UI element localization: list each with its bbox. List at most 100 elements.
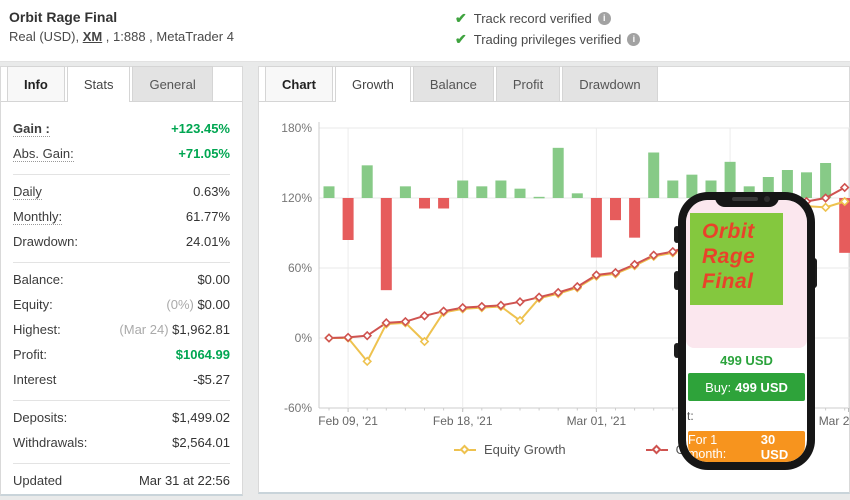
stat-value: $1,499.02 — [172, 410, 230, 425]
trading-privileges-badge: ✔ Trading privileges verified i — [455, 29, 641, 50]
svg-text:0%: 0% — [295, 331, 313, 345]
phone-speaker — [731, 197, 758, 201]
account-header: Orbit Rage Final Real (USD), XM , 1:888 … — [0, 0, 850, 62]
stat-value: +71.05% — [178, 146, 230, 161]
legend-marker — [454, 444, 476, 455]
stat-row: Tracking 3 — [13, 493, 230, 500]
svg-text:Mar 01, '21: Mar 01, '21 — [567, 414, 627, 428]
stats-list: Gain : +123.45% Abs. Gain: +71.05% Daily 0.63… — [1, 102, 242, 500]
sidebar-tab-stats[interactable]: Stats — [66, 66, 131, 102]
stat-row: Interest -$5.27 — [13, 367, 230, 392]
logo-line: Final — [702, 270, 754, 293]
rent-button[interactable]: For 1 month: 30 USD — [688, 431, 805, 462]
chart-tabs: Chart Growth Balance Profit Drawdown — [259, 66, 849, 102]
stat-row: Balance: $0.00 — [13, 267, 230, 292]
phone-volume-button — [674, 271, 680, 290]
track-record-badge: ✔ Track record verified i — [455, 8, 640, 29]
account-type: Real (USD), — [9, 29, 83, 44]
buy-button[interactable]: Buy: 499 USD — [688, 373, 805, 401]
sidebar-tab-info[interactable]: Info — [7, 66, 65, 101]
stat-value: +123.45% — [171, 121, 230, 136]
stat-value: (Mar 24) $1,962.81 — [119, 322, 230, 337]
stat-row: Daily 0.63% — [13, 179, 230, 204]
price-label: 499 USD — [720, 353, 773, 368]
stat-value: 61.77% — [185, 209, 230, 224]
svg-text:Feb 09, '21: Feb 09, '21 — [318, 414, 378, 428]
stat-label: Profit: — [13, 347, 47, 362]
stat-label: Monthly: — [13, 208, 63, 225]
orbit-rage-logo: Orbit Rage Final — [690, 213, 783, 305]
legend-label: Equity Growth — [484, 442, 566, 457]
stat-group: Deposits: $1,499.02 Withdrawals: $2,564.01 — [13, 401, 230, 464]
band-text: t: — [687, 409, 694, 423]
phone-side-button — [674, 343, 680, 358]
check-icon: ✔ — [455, 10, 467, 26]
stat-row: Abs. Gain: +71.05% — [13, 141, 230, 166]
logo-line: Orbit — [702, 220, 755, 243]
stat-value: (0%) $0.00 — [166, 297, 230, 312]
stat-value: 24.01% — [185, 234, 230, 249]
chart-tab-drawdown[interactable]: Drawdown — [562, 66, 658, 101]
phone-ad-overlay: Orbit Rage Final 499 USD Buy: 499 USD t:… — [665, 192, 823, 470]
stat-label: Balance: — [13, 272, 64, 287]
chart-tab-profit[interactable]: Profit — [495, 66, 561, 101]
badge-label: Trading privileges verified — [473, 32, 622, 47]
stat-row: Highest: (Mar 24) $1,962.81 — [13, 317, 230, 342]
stat-label: Tracking — [13, 498, 62, 500]
stat-value: 0.63% — [193, 184, 230, 199]
stat-row: Drawdown: 24.01% — [13, 229, 230, 254]
svg-text:Feb 18, '21: Feb 18, '21 — [433, 414, 493, 428]
phone-camera — [763, 196, 770, 202]
stat-value: Mar 31 at 22:56 — [138, 473, 230, 488]
badge-label: Track record verified — [473, 11, 592, 26]
info-icon[interactable]: i — [627, 33, 641, 46]
stat-row: Gain : +123.45% — [13, 116, 230, 141]
stat-label: Updated — [13, 473, 63, 488]
sidebar-tab-general[interactable]: General — [132, 66, 213, 101]
stat-value: $1064.99 — [175, 347, 230, 362]
account-subtitle: Real (USD), XM , 1:888 , MetaTrader 4 — [9, 29, 234, 44]
legend-marker — [645, 444, 668, 455]
stat-value: $0.00 — [197, 272, 230, 287]
phone-screen: Orbit Rage Final 499 USD Buy: 499 USD t:… — [686, 200, 807, 462]
account-platform: , 1:888 , MetaTrader 4 — [102, 29, 234, 44]
svg-text:60%: 60% — [288, 261, 312, 275]
phone-notch — [714, 192, 779, 207]
svg-text:180%: 180% — [281, 121, 312, 135]
logo-line: Rage — [702, 245, 756, 268]
stat-row: Updated Mar 31 at 22:56 — [13, 468, 230, 493]
chart-tab-chart[interactable]: Chart — [265, 66, 333, 101]
stat-value: -$5.27 — [193, 372, 230, 387]
svg-text:Mar 22, '21: Mar 22, '21 — [819, 414, 850, 428]
stat-label: Equity: — [13, 297, 53, 312]
stat-row: Withdrawals: $2,564.01 — [13, 430, 230, 455]
sidebar-tabs: Info Stats General — [1, 66, 242, 102]
rent-prefix: For 1 month: — [688, 432, 727, 461]
stat-row: Deposits: $1,499.02 — [13, 405, 230, 430]
chart-tab-balance[interactable]: Balance — [412, 66, 494, 101]
stat-label: Gain : — [13, 120, 50, 137]
broker-link[interactable]: XM — [82, 29, 103, 44]
phone-frame: Orbit Rage Final 499 USD Buy: 499 USD t:… — [678, 192, 815, 470]
account-title: Orbit Rage Final — [9, 9, 118, 25]
stat-label: Daily — [13, 183, 42, 200]
stat-value: $2,564.01 — [172, 435, 230, 450]
phone-volume-button — [674, 226, 680, 243]
check-icon: ✔ — [455, 31, 467, 47]
stat-group: Gain : +123.45% Abs. Gain: +71.05% — [13, 112, 230, 175]
legend-item-equity-growth[interactable]: Equity Growth — [454, 442, 566, 457]
stat-row: Monthly: 61.77% — [13, 204, 230, 229]
stat-group: Updated Mar 31 at 22:56 Tracking 3 — [13, 464, 230, 500]
stat-value: 3 — [223, 498, 230, 500]
info-icon[interactable]: i — [597, 12, 611, 25]
stat-label: Withdrawals: — [13, 435, 88, 450]
chart-tab-growth[interactable]: Growth — [334, 66, 411, 102]
svg-text:120%: 120% — [281, 191, 312, 205]
stat-row: Profit: $1064.99 — [13, 342, 230, 367]
stat-group: Daily 0.63% Monthly: 61.77% Drawdown: 24.01% — [13, 175, 230, 263]
verification-badges: ✔ Track record verified i ✔ Trading priv… — [455, 8, 641, 50]
stat-row: Equity: (0%) $0.00 — [13, 292, 230, 317]
stat-label: Deposits: — [13, 410, 68, 425]
ad-background: Orbit Rage Final — [686, 200, 807, 348]
